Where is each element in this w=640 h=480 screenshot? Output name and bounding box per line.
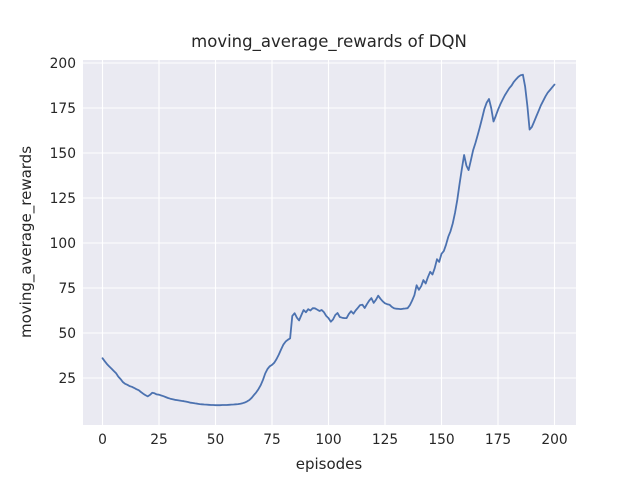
y-tick-50: 50: [58, 326, 76, 342]
x-tick-25: 25: [150, 432, 168, 448]
x-axis-label: episodes: [296, 455, 363, 473]
y-tick-200: 200: [50, 56, 76, 72]
y-tick-75: 75: [58, 281, 76, 297]
y-tick-175: 175: [50, 101, 76, 117]
y-tick-125: 125: [50, 191, 76, 207]
x-tick-200: 200: [541, 432, 567, 448]
x-tick-150: 150: [428, 432, 454, 448]
x-tick-50: 50: [207, 432, 225, 448]
dqn-rewards-line: [101, 73, 556, 407]
y-tick-100: 100: [50, 236, 76, 252]
x-tick-labels: 0 25 50 75 100 125 150 175 200: [98, 432, 568, 448]
x-tick-75: 75: [263, 432, 281, 448]
x-tick-175: 175: [485, 432, 511, 448]
chart-title: moving_average_rewards of DQN: [191, 32, 467, 52]
x-tick-0: 0: [98, 432, 107, 448]
x-tick-100: 100: [315, 432, 341, 448]
y-tick-25: 25: [58, 371, 76, 387]
gridlines: [83, 60, 576, 425]
x-tick-125: 125: [372, 432, 398, 448]
y-axis-label: moving_average_rewards: [17, 146, 36, 338]
y-tick-150: 150: [50, 146, 76, 162]
y-tick-labels: 25 50 75 100 125 150 175 200: [50, 56, 76, 387]
